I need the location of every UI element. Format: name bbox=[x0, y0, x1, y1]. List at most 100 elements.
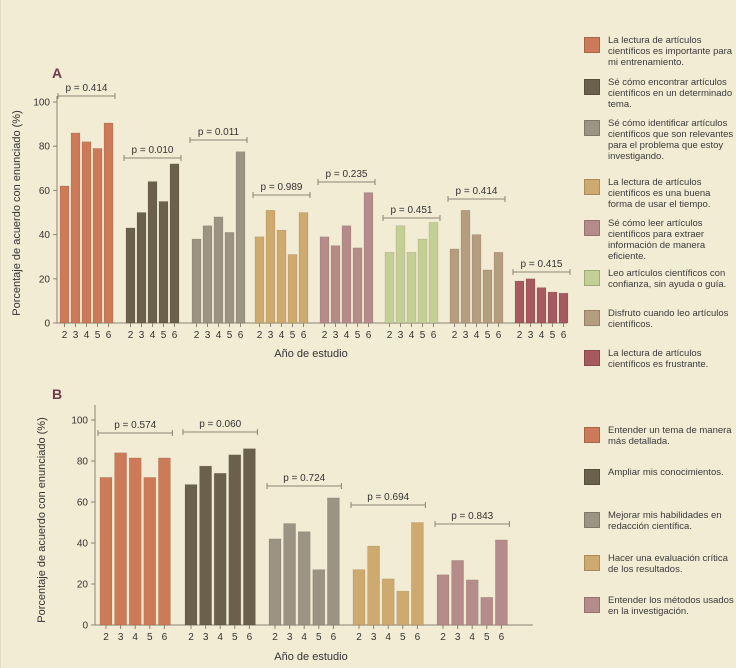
x-tick-label: 4 bbox=[474, 330, 480, 341]
bar bbox=[330, 245, 341, 324]
y-tick-label: 100 bbox=[71, 416, 88, 427]
y-tick-label: 100 bbox=[33, 98, 50, 109]
bar bbox=[465, 579, 479, 626]
bar bbox=[395, 225, 406, 324]
x-tick-label: 3 bbox=[398, 330, 404, 341]
x-tick-label: 6 bbox=[561, 330, 567, 341]
legend-swatch bbox=[584, 220, 600, 236]
y-tick-label: 60 bbox=[77, 498, 89, 509]
bar bbox=[558, 292, 569, 324]
y-axis-title: Porcentaje de acuerdo con enunciado (%) bbox=[36, 417, 48, 622]
legend-item: Sé cómo encontrar artículos científicos … bbox=[584, 77, 734, 110]
x-tick-label: 5 bbox=[95, 330, 101, 341]
bar-group-4: 2 3 4 5 6 p = 0.989 bbox=[252, 182, 311, 341]
bar-group-3: 2 3 4 5 6 p = 0.011 bbox=[189, 127, 248, 341]
p-value-label: p = 0.010 bbox=[132, 145, 174, 156]
bar bbox=[367, 545, 380, 626]
legend-item: La lectura de artículos científicos es i… bbox=[584, 35, 734, 68]
y-tick-label: 0 bbox=[44, 319, 50, 330]
bar bbox=[406, 251, 417, 324]
p-value-label: p = 0.989 bbox=[261, 182, 303, 193]
bar bbox=[396, 590, 410, 626]
legend-item: Leo artículos científicos con confianza,… bbox=[584, 268, 734, 290]
legend-label: Disfruto cuando leo artículos científico… bbox=[608, 308, 729, 330]
bar bbox=[283, 523, 296, 626]
bar bbox=[235, 151, 246, 324]
bar bbox=[276, 229, 287, 324]
x-tick-label: 6 bbox=[238, 330, 244, 341]
x-axis-title: Año de estudio bbox=[274, 651, 347, 663]
bar-group-1: 2 3 4 5 6 p = 0.574 bbox=[97, 420, 173, 643]
y-tick-label: 80 bbox=[39, 142, 51, 153]
bar bbox=[411, 522, 424, 626]
legend-label: Mejorar mis habilidades en redacción cie… bbox=[608, 510, 722, 532]
x-tick-label: 3 bbox=[333, 330, 339, 341]
bar bbox=[202, 225, 213, 324]
x-tick-label: 6 bbox=[301, 330, 307, 341]
bar-group-3: 2 3 4 5 6 p = 0.724 bbox=[266, 473, 342, 643]
legend-label: Sé cómo leer artículos científicos para … bbox=[608, 218, 706, 262]
legend-label: Ampliar mis conocimientos. bbox=[608, 467, 724, 478]
bar bbox=[381, 578, 395, 626]
x-tick-label: 3 bbox=[463, 330, 469, 341]
bar-group-5: 2 3 4 5 6 p = 0.235 bbox=[317, 169, 376, 341]
y-axis-title: Porcentaje de acuerdo con enunciado (%) bbox=[11, 110, 23, 315]
bar-group-6: 2 3 4 5 6 p = 0.451 bbox=[382, 205, 441, 341]
x-tick-label: 5 bbox=[290, 330, 296, 341]
x-tick-label: 2 bbox=[272, 632, 278, 643]
x-tick-label: 2 bbox=[452, 330, 458, 341]
x-tick-label: 6 bbox=[172, 330, 178, 341]
legend-label: Entender un tema de manera más detallada… bbox=[608, 425, 732, 447]
bar bbox=[287, 254, 298, 324]
x-tick-label: 6 bbox=[247, 632, 253, 643]
legend-label: Hacer una evaluación crítica de los resu… bbox=[608, 553, 728, 575]
x-tick-label: 5 bbox=[485, 330, 491, 341]
bar bbox=[449, 248, 460, 324]
bar bbox=[70, 132, 81, 324]
bar bbox=[103, 122, 114, 324]
legend-label: Sé cómo encontrar artículos científicos … bbox=[608, 77, 733, 110]
bar bbox=[184, 484, 198, 626]
x-tick-label: 2 bbox=[128, 330, 134, 341]
x-tick-label: 2 bbox=[194, 330, 200, 341]
x-tick-label: 4 bbox=[150, 330, 156, 341]
x-tick-label: 6 bbox=[331, 632, 337, 643]
bar bbox=[169, 163, 180, 324]
x-tick-label: 5 bbox=[161, 330, 167, 341]
bar bbox=[136, 212, 147, 324]
bar bbox=[199, 465, 212, 626]
y-tick-label: 40 bbox=[77, 539, 89, 550]
x-tick-label: 5 bbox=[227, 330, 233, 341]
x-tick-label: 5 bbox=[316, 632, 322, 643]
bar bbox=[514, 280, 525, 324]
bar bbox=[213, 216, 224, 324]
legend-label: Entender los métodos usados en la invest… bbox=[608, 595, 734, 617]
p-value-label: p = 0.843 bbox=[451, 511, 493, 522]
legend-swatch bbox=[584, 79, 600, 95]
bar bbox=[363, 192, 374, 324]
x-tick-label: 6 bbox=[415, 632, 421, 643]
bar bbox=[495, 539, 508, 626]
y-tick-label: 40 bbox=[39, 230, 51, 241]
x-tick-label: 3 bbox=[528, 330, 534, 341]
bar bbox=[125, 227, 136, 324]
legend-swatch bbox=[584, 270, 600, 286]
p-value-label: p = 0.574 bbox=[114, 420, 156, 431]
x-tick-label: 4 bbox=[409, 330, 415, 341]
bar bbox=[493, 251, 504, 324]
legend-item: Hacer una evaluación crítica de los resu… bbox=[584, 553, 734, 575]
bar bbox=[428, 222, 439, 324]
bar bbox=[319, 236, 330, 324]
x-tick-label: 4 bbox=[385, 632, 391, 643]
x-tick-label: 4 bbox=[217, 632, 223, 643]
x-tick-label: 5 bbox=[420, 330, 426, 341]
y-tick-label: 80 bbox=[77, 457, 89, 468]
x-tick-label: 2 bbox=[103, 632, 109, 643]
bar bbox=[92, 148, 103, 324]
x-tick-label: 2 bbox=[440, 632, 446, 643]
x-tick-label: 3 bbox=[139, 330, 145, 341]
legend-swatch bbox=[584, 37, 600, 53]
bar-group-1: 2 3 4 5 6 p = 0.414 bbox=[57, 83, 116, 341]
x-tick-label: 6 bbox=[366, 330, 372, 341]
bar-group-4: 2 3 4 5 6 p = 0.694 bbox=[350, 492, 426, 643]
